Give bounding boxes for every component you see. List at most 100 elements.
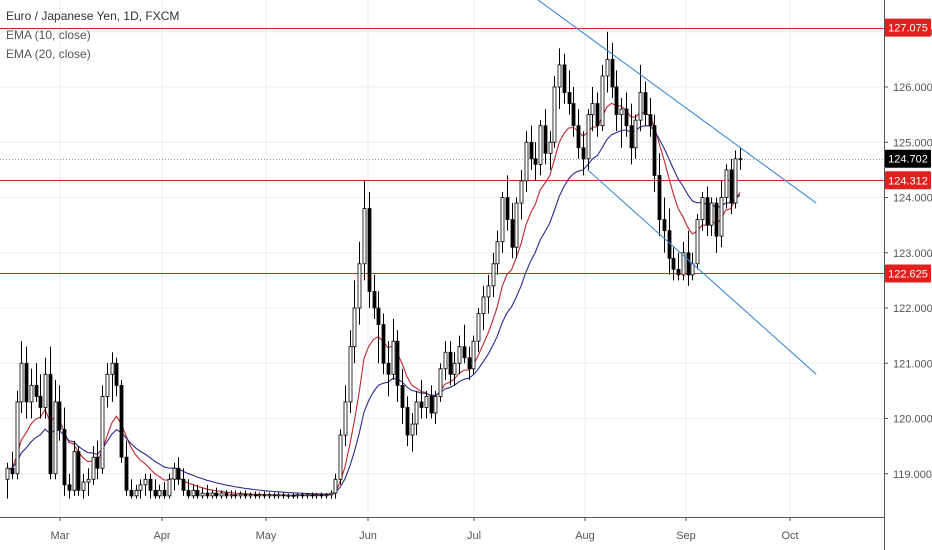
candle[interactable] [510,203,515,259]
candle[interactable] [514,197,519,259]
candle[interactable] [643,81,648,126]
candle[interactable] [243,490,248,499]
candle[interactable] [305,493,310,499]
candle[interactable] [476,308,481,353]
candle[interactable] [352,280,357,364]
candle[interactable] [524,131,529,192]
candle[interactable] [433,390,438,425]
candle[interactable] [662,197,667,253]
candle[interactable] [362,180,367,281]
candle[interactable] [114,357,119,397]
candle[interactable] [333,473,338,499]
candle[interactable] [62,407,67,496]
candle[interactable] [105,363,110,408]
candle[interactable] [438,363,443,402]
candle[interactable] [600,64,605,132]
candle[interactable] [738,147,743,170]
candle[interactable] [281,492,286,499]
candle[interactable] [724,164,729,209]
candle[interactable] [119,379,124,463]
candle[interactable] [248,492,253,499]
candle[interactable] [519,169,524,220]
candle[interactable] [229,490,234,499]
candle[interactable] [690,252,695,281]
candle[interactable] [395,330,400,402]
candle[interactable] [491,252,496,297]
candle[interactable] [57,385,62,441]
candle[interactable] [267,492,272,499]
candle[interactable] [34,363,39,402]
candle[interactable] [562,53,567,104]
candle[interactable] [343,385,348,447]
candle[interactable] [681,241,686,281]
candle[interactable] [414,390,419,436]
candle[interactable] [533,142,538,181]
candle[interactable] [729,158,734,215]
candle[interactable] [186,479,191,499]
candle[interactable] [10,451,15,480]
candle[interactable] [629,103,634,165]
candle[interactable] [43,357,48,419]
candle[interactable] [424,390,429,419]
candle[interactable] [314,493,319,499]
candle[interactable] [671,247,676,281]
candle[interactable] [652,114,657,192]
candle[interactable] [86,468,91,496]
candle[interactable] [457,335,462,375]
candle[interactable] [500,191,505,253]
candle[interactable] [5,462,10,499]
candle[interactable] [176,457,181,485]
candle[interactable] [324,493,329,499]
candle[interactable] [381,313,386,375]
candle[interactable] [610,42,615,99]
candle[interactable] [100,385,105,474]
candle[interactable] [481,285,486,331]
candle[interactable] [638,64,643,132]
candle[interactable] [443,341,448,380]
candle[interactable] [581,131,586,176]
candle[interactable] [405,396,410,447]
candle[interactable] [210,490,215,499]
candle[interactable] [448,341,453,386]
candle[interactable] [15,390,20,480]
candle[interactable] [338,429,343,485]
candle[interactable] [571,87,576,137]
candle[interactable] [719,180,724,248]
candle[interactable] [605,31,610,93]
candle[interactable] [348,330,353,413]
candle[interactable] [48,346,53,480]
candle[interactable] [367,191,372,309]
candle[interactable] [552,75,557,148]
candle[interactable] [262,491,267,499]
candle[interactable] [648,98,653,137]
candle[interactable] [233,490,238,499]
candle[interactable] [157,484,162,499]
candle[interactable] [590,87,595,132]
candle[interactable] [153,479,158,499]
candle[interactable] [81,473,86,499]
candle[interactable] [419,379,424,419]
candle[interactable] [619,98,624,148]
candle[interactable] [162,482,167,499]
candle[interactable] [624,92,629,137]
candle[interactable] [200,487,205,499]
candle[interactable] [76,446,81,496]
candle[interactable] [91,446,96,485]
candle[interactable] [72,440,77,496]
candle[interactable] [29,368,34,419]
candle[interactable] [53,379,58,480]
candle[interactable] [238,491,243,499]
candle[interactable] [614,70,619,132]
candle[interactable] [586,109,591,170]
candle[interactable] [276,492,281,499]
candle[interactable] [452,352,457,386]
candle[interactable] [676,252,681,281]
candle[interactable] [695,214,700,270]
candle[interactable] [167,473,172,499]
candle[interactable] [709,197,714,237]
candle[interactable] [110,352,115,402]
candle[interactable] [633,114,638,159]
candle[interactable] [95,440,100,480]
